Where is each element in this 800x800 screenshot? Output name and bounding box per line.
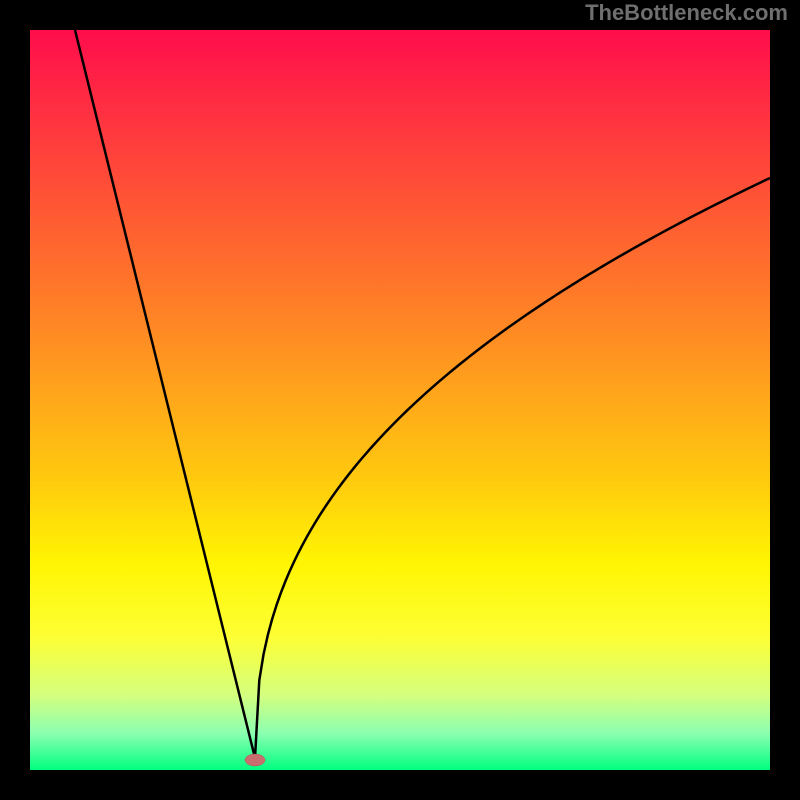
watermark-text: TheBottleneck.com bbox=[585, 0, 788, 26]
chart-background bbox=[30, 30, 770, 770]
bottleneck-chart bbox=[0, 0, 800, 800]
chart-container: TheBottleneck.com bbox=[0, 0, 800, 800]
vertex-marker bbox=[245, 754, 265, 766]
